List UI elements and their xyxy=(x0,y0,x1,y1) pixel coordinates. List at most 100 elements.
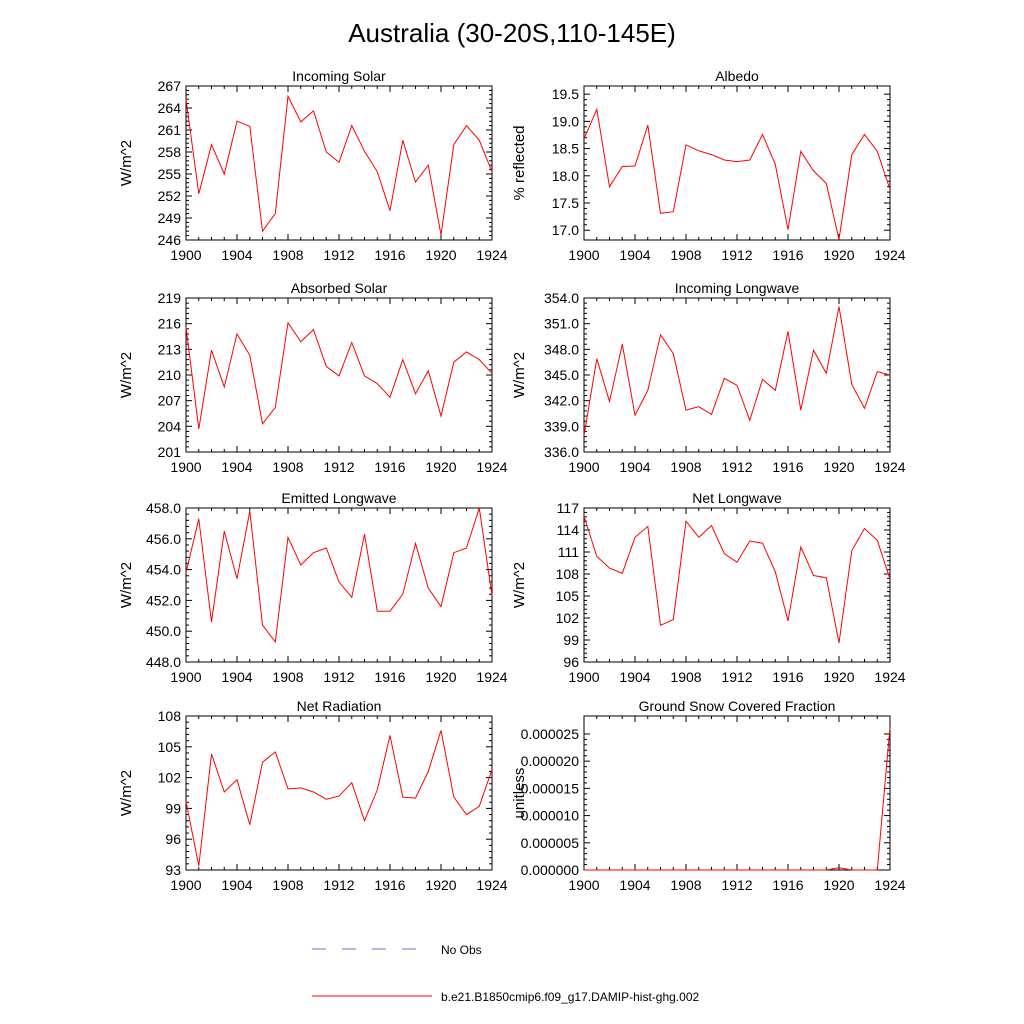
x-tick-label: 1924 xyxy=(874,877,905,893)
chart-panel: Absorbed Solar 201 204 207 210 213 216 219 1900 1… xyxy=(118,280,508,475)
x-tick-label: 1904 xyxy=(221,247,252,263)
x-tick-label: 1920 xyxy=(823,669,854,685)
y-tick-label: 96 xyxy=(563,654,579,670)
x-tick-label: 1904 xyxy=(619,877,650,893)
y-tick-label: 345.0 xyxy=(544,367,579,383)
y-tick-label: 342.0 xyxy=(544,393,579,409)
x-tick-label: 1916 xyxy=(772,247,803,263)
series-line xyxy=(583,515,891,643)
x-tick-label: 1920 xyxy=(425,459,456,475)
y-tick-label: 252 xyxy=(158,188,182,204)
x-tick-label: 1904 xyxy=(221,877,252,893)
x-tick-label: 1900 xyxy=(568,877,599,893)
y-tick-label: 18.0 xyxy=(552,168,579,184)
y-axis-label: W/m^2 xyxy=(118,352,135,398)
y-tick-label: 448.0 xyxy=(146,654,181,670)
x-tick-label: 1908 xyxy=(272,669,303,685)
y-tick-label: 348.0 xyxy=(544,341,579,357)
x-tick-label: 1924 xyxy=(874,247,905,263)
y-tick-label: 450.0 xyxy=(146,623,181,639)
y-tick-label: 354.0 xyxy=(544,290,579,306)
legend-model-label: b.e21.B1850cmip6.f09_g17.DAMIP-hist-ghg.… xyxy=(441,990,699,1004)
y-tick-label: 19.0 xyxy=(552,113,579,129)
y-tick-label: 246 xyxy=(158,232,182,248)
y-tick-label: 0.000010 xyxy=(521,808,580,824)
x-tick-label: 1900 xyxy=(568,669,599,685)
chart-panel: Ground Snow Covered Fraction 0.000000 0.00… xyxy=(511,698,906,893)
x-tick-label: 1920 xyxy=(425,247,456,263)
y-tick-label: 99 xyxy=(563,632,579,648)
y-tick-label: 99 xyxy=(165,800,181,816)
y-tick-label: 18.5 xyxy=(552,141,579,157)
chart-panel: Net Radiation 93 96 99 102 105 108 1900 1904 1908… xyxy=(118,698,508,893)
y-tick-label: 454.0 xyxy=(146,562,181,578)
x-tick-label: 1900 xyxy=(170,669,201,685)
x-tick-label: 1904 xyxy=(619,669,650,685)
chart-title: Albedo xyxy=(715,68,759,84)
y-tick-label: 210 xyxy=(158,367,182,383)
chart-title: Net Longwave xyxy=(692,490,782,506)
y-tick-label: 204 xyxy=(158,418,182,434)
y-axis-label: W/m^2 xyxy=(118,140,135,186)
y-tick-label: 452.0 xyxy=(146,592,181,608)
chart-panel: Incoming Longwave 336.0 339.0 342.0 345.0 348… xyxy=(511,280,906,475)
y-tick-label: 111 xyxy=(558,544,579,560)
series-line xyxy=(185,730,493,866)
y-tick-label: 207 xyxy=(158,393,182,409)
legend: No Obs b.e21.B1850cmip6.f09_g17.DAMIP-hi… xyxy=(312,943,699,1004)
plot-frame xyxy=(583,715,891,871)
x-tick-label: 1916 xyxy=(374,877,405,893)
y-tick-label: 0.000015 xyxy=(521,780,580,796)
series-line xyxy=(583,306,891,436)
chart-title: Net Radiation xyxy=(297,698,382,714)
x-tick-label: 1900 xyxy=(568,247,599,263)
x-tick-label: 1900 xyxy=(170,247,201,263)
y-tick-label: 255 xyxy=(158,166,182,182)
y-axis-label: W/m^2 xyxy=(511,352,528,398)
y-axis-label: W/m^2 xyxy=(118,562,135,608)
plot-frame xyxy=(583,297,891,453)
x-tick-label: 1924 xyxy=(476,247,507,263)
y-tick-label: 249 xyxy=(158,210,182,226)
chart-panel: Albedo 17.0 17.5 18.0 18.5 19.0 19.5 1900 1904 19… xyxy=(511,68,906,263)
x-tick-label: 1916 xyxy=(772,877,803,893)
y-tick-label: 93 xyxy=(165,862,181,878)
y-tick-label: 458.0 xyxy=(146,500,181,516)
y-tick-label: 216 xyxy=(158,316,182,332)
y-tick-label: 114 xyxy=(557,522,580,538)
series-line xyxy=(185,94,493,235)
x-tick-label: 1912 xyxy=(323,669,354,685)
x-tick-label: 1920 xyxy=(823,877,854,893)
y-tick-label: 102 xyxy=(158,770,182,786)
x-tick-label: 1912 xyxy=(323,247,354,263)
y-tick-label: 19.5 xyxy=(552,86,579,102)
y-tick-label: 261 xyxy=(158,122,182,138)
x-tick-label: 1912 xyxy=(721,877,752,893)
x-tick-label: 1912 xyxy=(721,459,752,475)
plot-frame xyxy=(583,85,891,241)
x-tick-label: 1900 xyxy=(568,459,599,475)
x-tick-label: 1916 xyxy=(374,459,405,475)
y-tick-label: 0.000025 xyxy=(521,726,580,742)
chart-title: Ground Snow Covered Fraction xyxy=(639,698,836,714)
y-tick-label: 219 xyxy=(158,290,182,306)
y-tick-label: 17.0 xyxy=(552,222,579,238)
x-tick-label: 1908 xyxy=(670,669,701,685)
plot-frame xyxy=(583,507,891,663)
y-tick-label: 339.0 xyxy=(544,418,579,434)
x-tick-label: 1912 xyxy=(323,459,354,475)
x-tick-label: 1900 xyxy=(170,877,201,893)
y-tick-label: 96 xyxy=(165,831,181,847)
x-tick-label: 1916 xyxy=(772,669,803,685)
x-tick-label: 1912 xyxy=(721,247,752,263)
y-tick-label: 456.0 xyxy=(146,531,181,547)
chart-title: Incoming Longwave xyxy=(675,280,800,296)
x-tick-label: 1924 xyxy=(874,669,905,685)
y-tick-label: 201 xyxy=(158,444,182,460)
y-tick-label: 351.0 xyxy=(544,316,579,332)
y-tick-label: 117 xyxy=(557,500,580,516)
y-tick-label: 108 xyxy=(158,708,182,724)
y-tick-label: 258 xyxy=(158,144,182,160)
chart-title: Emitted Longwave xyxy=(281,490,396,506)
